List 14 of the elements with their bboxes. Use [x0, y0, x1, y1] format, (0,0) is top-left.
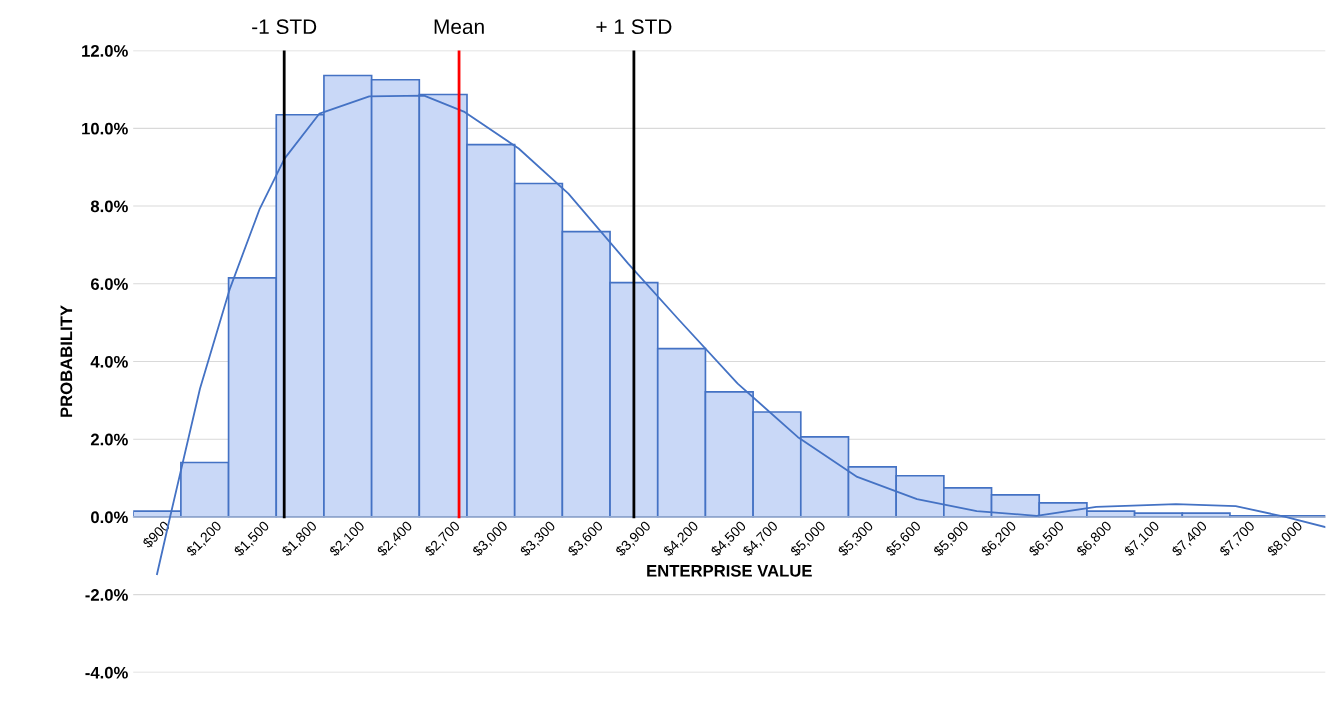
y-tick-label: 12.0% — [82, 45, 128, 57]
y-tick-label: -2.0% — [85, 589, 128, 601]
y-tick-label: 2.0% — [90, 433, 128, 446]
y-tick-label: 0.0% — [91, 511, 128, 524]
y-axis-title: PROBABILITY — [60, 305, 73, 417]
y-tick-label: 4.0% — [90, 355, 128, 368]
y-tick-label: -4.0% — [85, 666, 128, 679]
ref-line-label: + 1 STD — [596, 19, 672, 35]
ref-line-label: -1 STD — [252, 19, 317, 35]
y-tick-label: 10.0% — [82, 122, 128, 135]
ref-line-label: Mean — [434, 19, 484, 35]
x-axis-title: ENTERPRISE VALUE — [647, 564, 812, 577]
y-tick-label: 8.0% — [90, 200, 128, 213]
y-tick-label: 6.0% — [90, 278, 128, 290]
